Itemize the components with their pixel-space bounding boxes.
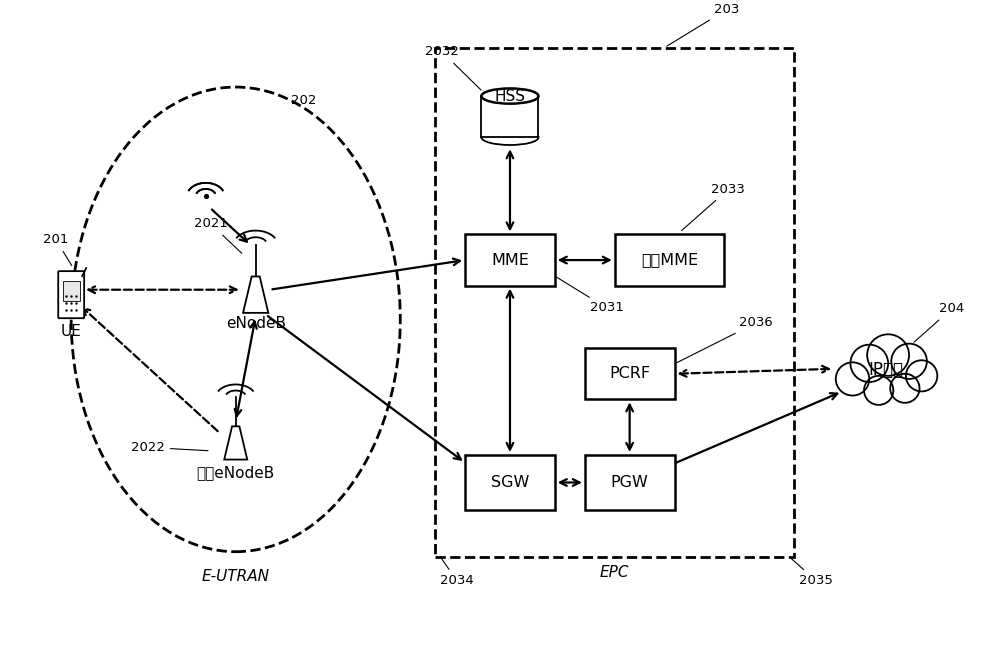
Circle shape bbox=[836, 362, 869, 395]
Text: 其它eNodeB: 其它eNodeB bbox=[197, 465, 275, 479]
Text: PGW: PGW bbox=[611, 475, 649, 490]
FancyBboxPatch shape bbox=[585, 455, 675, 510]
FancyBboxPatch shape bbox=[615, 234, 724, 286]
Text: 2022: 2022 bbox=[131, 441, 208, 454]
Text: 2036: 2036 bbox=[677, 316, 773, 362]
Circle shape bbox=[906, 360, 937, 391]
Text: E-UTRAN: E-UTRAN bbox=[202, 569, 270, 584]
Text: UE: UE bbox=[61, 324, 82, 339]
Text: HSS: HSS bbox=[494, 89, 525, 104]
Polygon shape bbox=[243, 276, 268, 313]
Text: 2032: 2032 bbox=[425, 45, 481, 90]
Text: 202: 202 bbox=[291, 94, 316, 107]
Text: 2021: 2021 bbox=[194, 217, 242, 253]
FancyBboxPatch shape bbox=[585, 348, 675, 399]
FancyBboxPatch shape bbox=[481, 96, 538, 137]
Text: 204: 204 bbox=[914, 302, 964, 342]
Text: 2033: 2033 bbox=[682, 183, 745, 230]
Text: IP业务: IP业务 bbox=[868, 361, 903, 378]
Text: 2031: 2031 bbox=[547, 271, 624, 314]
Circle shape bbox=[891, 344, 927, 379]
Circle shape bbox=[864, 376, 893, 405]
Text: PCRF: PCRF bbox=[609, 366, 650, 381]
Ellipse shape bbox=[481, 89, 538, 104]
Circle shape bbox=[850, 345, 888, 382]
Text: 其它MME: 其它MME bbox=[641, 252, 698, 268]
FancyBboxPatch shape bbox=[58, 271, 84, 318]
Text: MME: MME bbox=[491, 252, 529, 268]
Polygon shape bbox=[224, 426, 247, 459]
Circle shape bbox=[867, 334, 909, 376]
Circle shape bbox=[890, 374, 920, 403]
FancyBboxPatch shape bbox=[465, 455, 555, 510]
Text: EPC: EPC bbox=[600, 565, 629, 580]
Text: 2035: 2035 bbox=[791, 558, 833, 587]
FancyBboxPatch shape bbox=[465, 234, 555, 286]
Text: 2034: 2034 bbox=[440, 559, 474, 587]
FancyBboxPatch shape bbox=[63, 281, 80, 302]
Text: 201: 201 bbox=[43, 234, 72, 266]
Ellipse shape bbox=[481, 130, 538, 145]
Text: eNodeB: eNodeB bbox=[226, 316, 286, 331]
Text: 203: 203 bbox=[667, 3, 740, 46]
Text: SGW: SGW bbox=[491, 475, 529, 490]
